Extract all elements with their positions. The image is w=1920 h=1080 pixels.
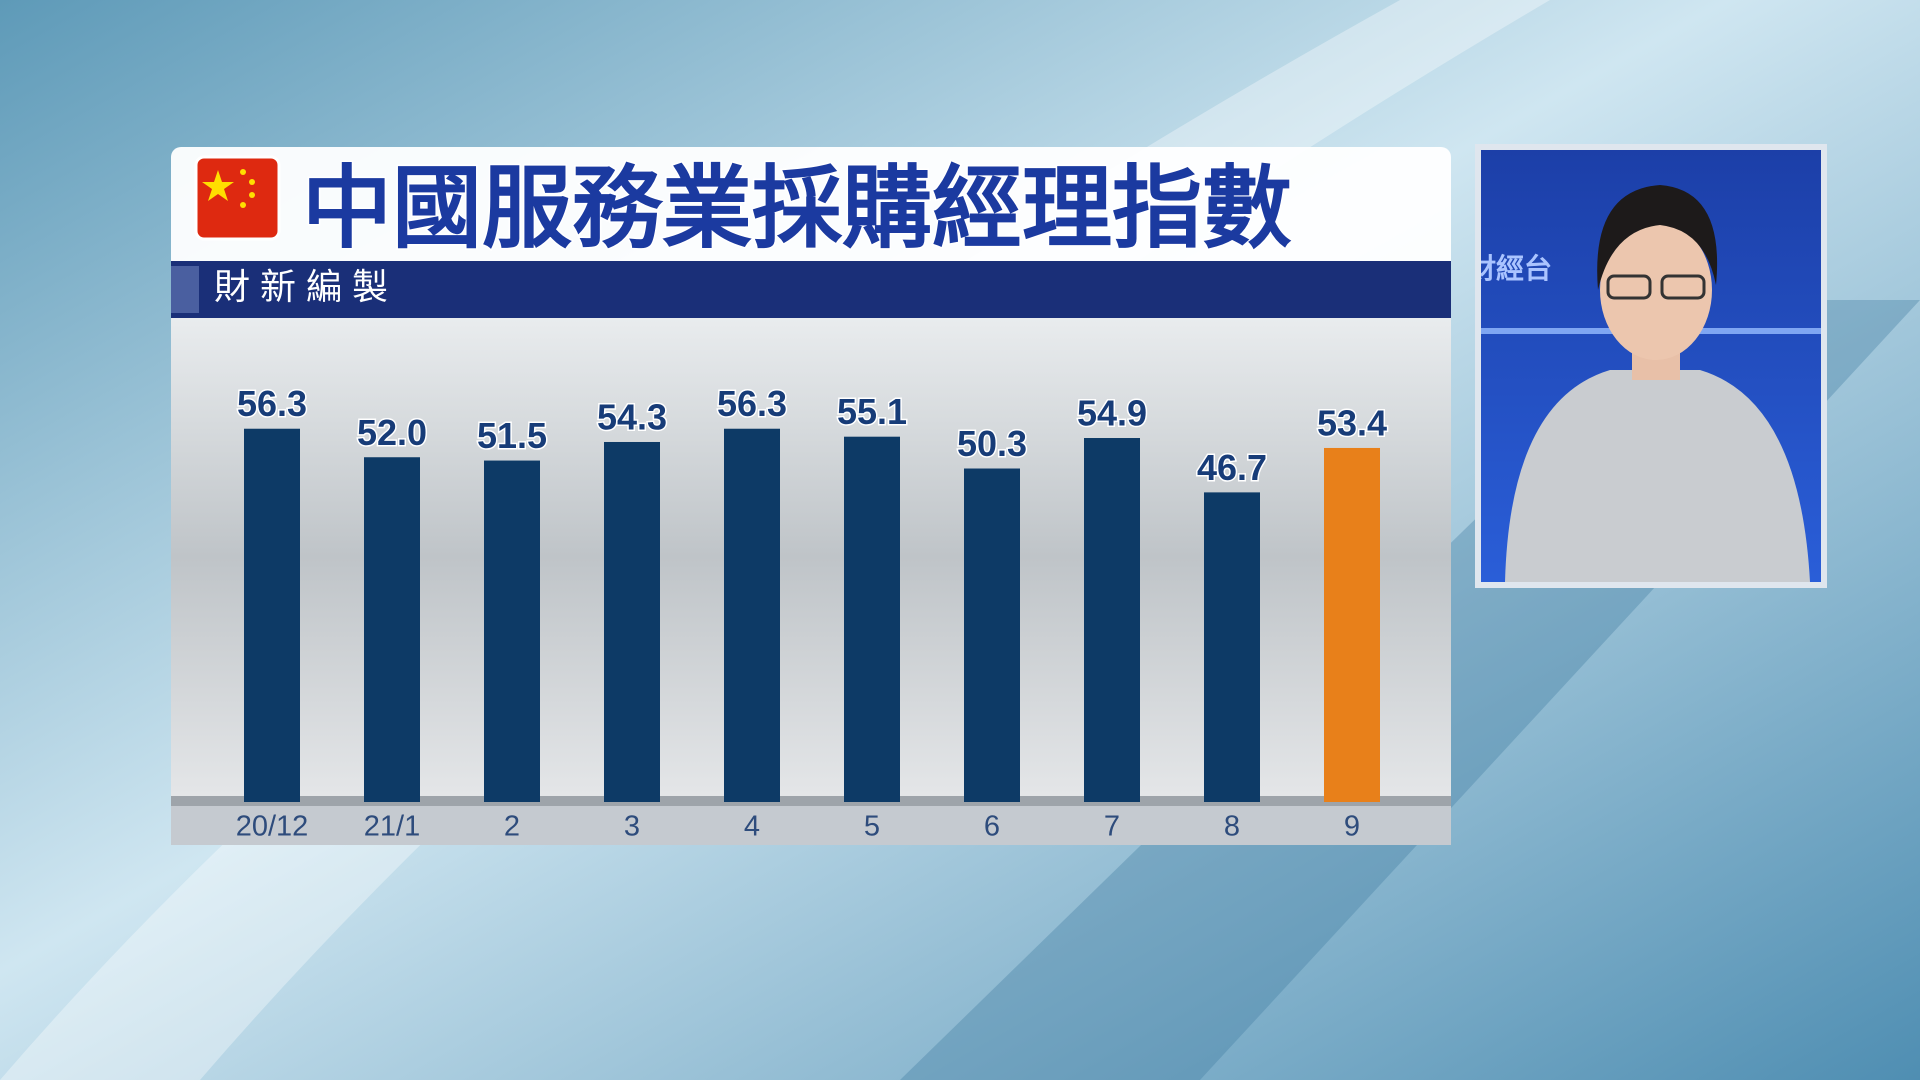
chart-title: 中國服務業採購經理指數 <box>302 156 1292 261</box>
bar <box>964 468 1020 802</box>
subtitle-marker <box>171 266 199 313</box>
x-tick-label: 7 <box>1104 811 1120 843</box>
x-tick-label: 8 <box>1224 811 1240 843</box>
value-label: 52.0 <box>357 412 427 453</box>
x-tick-label: 21/1 <box>364 811 420 843</box>
bar <box>604 441 660 802</box>
bar <box>1084 438 1140 802</box>
value-label: 51.5 <box>477 415 547 456</box>
x-tick-label: 4 <box>744 811 760 843</box>
subtitle-bar <box>171 261 1451 318</box>
value-label: 55.1 <box>837 391 907 432</box>
anchor-hair <box>1597 185 1718 290</box>
x-tick-label: 3 <box>624 811 640 843</box>
value-label: 50.3 <box>957 423 1027 464</box>
bar <box>364 457 420 802</box>
bar <box>724 428 780 802</box>
anchor-video: 財經台 <box>1468 144 1827 588</box>
bar <box>1204 492 1260 802</box>
channel-logo: 財經台 <box>1468 252 1552 285</box>
anchor-glasses <box>1660 274 1706 300</box>
bar <box>244 428 300 802</box>
x-tick-label: 20/12 <box>236 811 309 843</box>
anchor-body <box>1505 370 1810 582</box>
value-label: 54.3 <box>597 397 667 438</box>
x-tick-label: 9 <box>1344 811 1360 843</box>
bar <box>844 436 900 802</box>
axis-line <box>171 796 1451 806</box>
value-label: 46.7 <box>1197 447 1267 488</box>
value-label: 56.3 <box>717 383 787 424</box>
anchor-face <box>1600 220 1712 360</box>
subtitle: 財新編製 <box>214 267 398 308</box>
x-tick-label: 5 <box>864 811 880 843</box>
x-tick-label: 2 <box>504 811 520 843</box>
value-label: 54.9 <box>1077 393 1147 434</box>
bar <box>484 460 540 802</box>
bar <box>1324 447 1380 802</box>
x-tick-label: 6 <box>984 811 1000 843</box>
value-label: 56.3 <box>237 383 307 424</box>
anchor-glasses <box>1606 274 1652 300</box>
value-label: 53.4 <box>1317 402 1387 443</box>
flag <box>194 155 281 241</box>
